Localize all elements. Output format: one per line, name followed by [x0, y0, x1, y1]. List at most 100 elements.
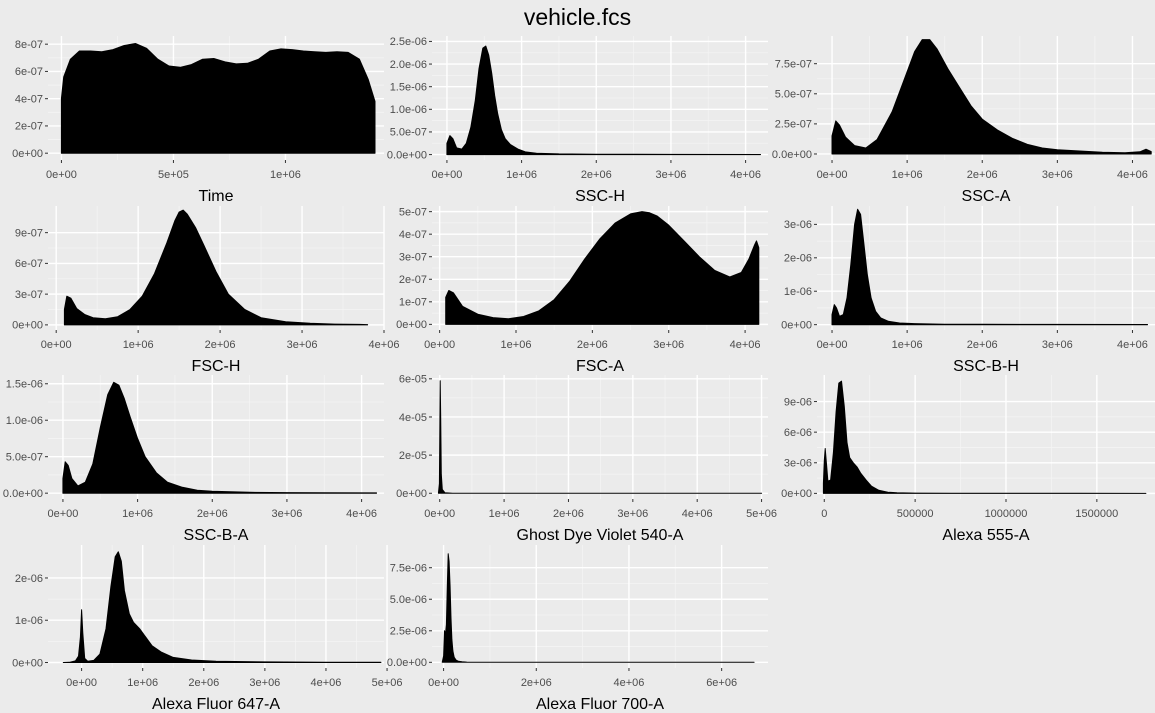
y-tick-label: 7.5e-06 — [390, 563, 427, 575]
x-tick-label: 1e+06 — [123, 339, 154, 351]
density-area — [63, 209, 369, 326]
x-tick-label: 3e+06 — [271, 508, 302, 520]
x-axis-label: Alexa Fluor 647-A — [152, 696, 280, 713]
x-axis-label: Ghost Dye Violet 540-A — [517, 527, 684, 544]
x-tick-label: 2e+06 — [205, 339, 236, 351]
x-tick-label: 1e+06 — [270, 169, 301, 181]
x-tick-label: 0e+00 — [41, 339, 72, 351]
x-tick-label: 1e+06 — [892, 169, 923, 181]
y-tick-label: 5.0e-07 — [6, 451, 43, 463]
y-tick-label: 6e-06 — [784, 427, 812, 439]
y-tick-label: 0.0e+00 — [772, 149, 812, 161]
x-axis-label: SSC-B-H — [953, 358, 1019, 375]
x-tick-label: 1e+06 — [892, 339, 923, 351]
figure-title: vehicle.fcs — [523, 4, 632, 30]
x-tick-label: 4e+06 — [682, 508, 713, 520]
y-tick-label: 1.5e-06 — [6, 379, 43, 391]
facet-panel-0: 0e+00 2e-07 4e-07 6e-07 8e-07 0e+00 5e+05 1e+06… — [12, 36, 384, 205]
x-tick-label: 1e+06 — [506, 169, 537, 181]
y-tick-label: 2e-05 — [399, 450, 427, 462]
x-tick-label: 1e+06 — [501, 339, 532, 351]
y-tick-label: 0.0e+00 — [387, 657, 427, 669]
y-tick-label: 5e-07 — [399, 206, 427, 218]
x-tick-label: 3e+06 — [249, 677, 280, 689]
x-tick-label: 3e+06 — [287, 339, 318, 351]
x-tick-label: 4e+06 — [614, 677, 645, 689]
y-tick-label: 2e-06 — [784, 253, 812, 265]
x-axis-label: FSC-A — [576, 358, 624, 375]
facet-panel-9: 0e+00 1e-06 2e-06 0e+00 1e+06 2e+06 3e+06 4e+06… — [12, 545, 403, 713]
y-tick-label: 1e-06 — [784, 286, 812, 298]
x-axis-label: SSC-H — [575, 188, 625, 205]
x-tick-label: 1e+06 — [127, 677, 158, 689]
y-tick-label: 1.5e-06 — [390, 81, 427, 93]
y-tick-label: 2e-07 — [399, 274, 427, 286]
density-area — [831, 208, 1148, 326]
y-tick-label: 0.0e+00 — [3, 488, 43, 500]
x-tick-label: 4e+06 — [730, 169, 761, 181]
y-tick-label: 4e-05 — [399, 412, 427, 424]
density-area — [441, 553, 755, 663]
y-tick-label: 4e-07 — [399, 229, 427, 241]
y-tick-label: 6e-05 — [399, 374, 427, 386]
x-tick-label: 0e+00 — [424, 508, 455, 520]
y-tick-label: 0e+00 — [396, 319, 427, 331]
x-tick-label: 2e+06 — [521, 677, 552, 689]
x-tick-label: 0e+00 — [46, 169, 77, 181]
facet-panel-6: 0.0e+00 5.0e-07 1.0e-06 1.5e-06 0e+00 1e+06 2e… — [3, 375, 384, 544]
y-tick-label: 2.5e-06 — [390, 626, 427, 638]
x-tick-label: 2e+06 — [581, 169, 612, 181]
y-tick-label: 0e+00 — [12, 320, 43, 332]
x-tick-label: 6e+06 — [706, 677, 737, 689]
facet-panel-10: 0.0e+00 2.5e-06 5.0e-06 7.5e-06 0e+00 2e+06 4e… — [387, 545, 768, 713]
x-tick-label: 3e+06 — [655, 169, 686, 181]
facet-panel-3: 0e+00 3e-07 6e-07 9e-07 0e+00 1e+06 2e+06 3e+06… — [12, 206, 399, 375]
x-tick-label: 0e+00 — [47, 508, 78, 520]
y-tick-label: 4e-07 — [15, 93, 43, 105]
y-tick-label: 6e-07 — [15, 258, 43, 270]
panel-background — [432, 545, 768, 668]
y-tick-label: 2e-07 — [15, 121, 43, 133]
facet-panel-7: 0e+00 2e-05 4e-05 6e-05 0e+00 1e+06 2e+06 3e+06… — [396, 374, 777, 544]
y-tick-label: 2.5e-07 — [775, 119, 812, 131]
facet-panel-1: 0.0e+00 5.0e-07 1.0e-06 1.5e-06 2.0e-06 2.5e-… — [387, 36, 768, 205]
density-area — [437, 380, 763, 494]
y-tick-label: 1e-07 — [399, 297, 427, 309]
x-tick-label: 4e+06 — [369, 339, 400, 351]
panel-background — [432, 375, 768, 499]
x-tick-label: 2e+06 — [577, 339, 608, 351]
y-tick-label: 5.0e-07 — [390, 127, 427, 139]
x-tick-label: 0e+00 — [424, 339, 455, 351]
x-tick-label: 0e+00 — [66, 677, 97, 689]
y-tick-label: 0.0e+00 — [387, 149, 427, 161]
x-tick-label: 0e+00 — [431, 169, 462, 181]
x-tick-label: 1500000 — [1075, 508, 1118, 520]
x-tick-label: 5e+06 — [746, 508, 777, 520]
x-tick-label: 4e+06 — [1117, 169, 1148, 181]
density-area — [822, 380, 1147, 494]
y-tick-label: 1.0e-06 — [390, 104, 427, 116]
y-tick-label: 2.0e-06 — [390, 59, 427, 71]
x-tick-label: 3e+06 — [653, 339, 684, 351]
y-tick-label: 0e+00 — [12, 148, 43, 160]
y-tick-label: 2.5e-06 — [390, 36, 427, 48]
panel-background — [48, 545, 384, 668]
x-tick-label: 3e+06 — [1042, 169, 1073, 181]
x-tick-label: 4e+06 — [346, 508, 377, 520]
density-area — [60, 43, 376, 154]
x-tick-label: 5e+06 — [372, 677, 403, 689]
y-tick-label: 3e-06 — [784, 219, 812, 231]
y-tick-label: 0e+00 — [781, 488, 812, 500]
x-tick-label: 2e+06 — [967, 339, 998, 351]
x-tick-label: 1000000 — [985, 508, 1028, 520]
y-tick-label: 3e-06 — [784, 458, 812, 470]
y-tick-label: 1e-06 — [15, 615, 43, 627]
x-axis-label: Alexa Fluor 700-A — [536, 696, 664, 713]
x-tick-label: 2e+06 — [188, 677, 219, 689]
x-tick-label: 3e+06 — [617, 508, 648, 520]
y-tick-label: 2e-06 — [15, 573, 43, 585]
density-area — [446, 45, 761, 156]
x-tick-label: 2e+06 — [553, 508, 584, 520]
y-tick-label: 9e-07 — [15, 227, 43, 239]
y-tick-label: 6e-07 — [15, 66, 43, 78]
